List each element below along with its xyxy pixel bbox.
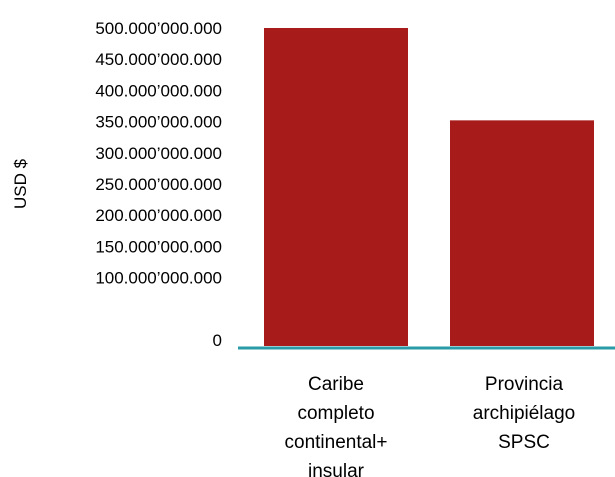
x-category-label-line: completo <box>297 403 374 424</box>
bars <box>264 28 594 347</box>
y-tick-label: 450.000’000.000 <box>95 50 222 69</box>
y-tick-label: 250.000’000.000 <box>95 175 222 194</box>
y-tick-label: 300.000’000.000 <box>95 144 222 163</box>
y-axis-title: USD $ <box>11 158 30 209</box>
y-tick-label: 500.000’000.000 <box>95 19 222 38</box>
x-category-label: Provincia archipiélago SPSC <box>473 374 575 453</box>
y-tick-label: 400.000’000.000 <box>95 81 222 100</box>
x-category-label-line: Caribe <box>308 374 364 395</box>
bar <box>450 120 594 347</box>
y-tick-label: 200.000’000.000 <box>95 206 222 225</box>
x-category-label-line: archipiélago <box>473 403 575 424</box>
y-tick-label: 350.000’000.000 <box>95 113 222 132</box>
y-tick-label: 150.000’000.000 <box>95 237 222 256</box>
x-category-label-line: Provincia <box>485 374 564 395</box>
x-category-label-line: continental+ <box>285 432 388 453</box>
y-axis-tick-labels: 0 100.000’000.000 150.000’000.000 200.000’0… <box>95 19 222 350</box>
x-category-label: Caribe completo continental+ insular <box>285 374 388 477</box>
x-axis-category-labels: Caribe completo continental+ insular Provinc… <box>285 374 576 477</box>
x-category-label-line: SPSC <box>498 432 550 453</box>
y-tick-label: 0 <box>213 331 222 350</box>
y-axis-title-group: USD $ <box>11 158 30 209</box>
y-tick-label: 100.000’000.000 <box>95 269 222 288</box>
x-category-label-line: insular <box>308 461 365 477</box>
bar <box>264 28 408 346</box>
